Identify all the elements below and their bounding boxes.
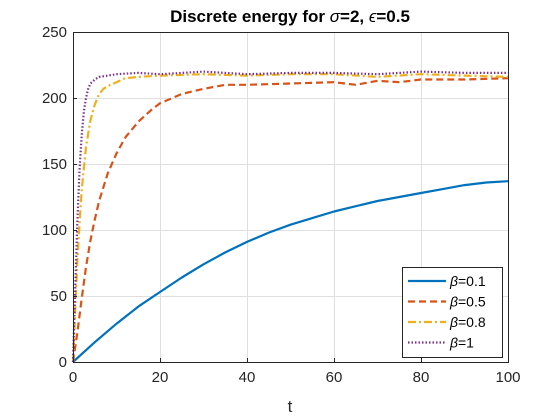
x-tick-label: 0 <box>69 369 77 386</box>
chart-title: Discrete energy for σ=2, ϵ=0.5 <box>170 7 410 26</box>
legend: β=0.1 β=0.5 β=0.8 β=1 <box>402 267 503 358</box>
y-tick-label: 200 <box>42 90 67 107</box>
series-line-4 <box>71 70 508 363</box>
series-line-1 <box>72 180 509 363</box>
x-axis-label: t <box>288 397 293 416</box>
x-tick-label: 80 <box>413 369 430 386</box>
axes-box <box>73 32 509 363</box>
x-tick-label: 100 <box>495 369 520 386</box>
x-tick-label: 60 <box>326 369 343 386</box>
legend-label: β=0.5 <box>449 294 486 310</box>
y-tick-label: 250 <box>42 24 67 41</box>
y-tick-label: 150 <box>42 156 67 173</box>
x-tick-label: 20 <box>152 369 169 386</box>
x-tick-label: 40 <box>239 369 256 386</box>
legend-label: β=1 <box>449 335 474 351</box>
series-line-2 <box>71 77 509 363</box>
y-tick-label: 100 <box>42 222 67 239</box>
y-tick-label: 0 <box>59 354 67 371</box>
series-layer <box>71 70 509 363</box>
y-tick-label: 50 <box>50 288 67 305</box>
series-line-3 <box>71 73 509 363</box>
ticks: 0 20 40 60 80 100 0 50 100 150 200 250 <box>42 24 521 386</box>
legend-label: β=0.8 <box>449 314 486 330</box>
legend-label: β=0.1 <box>449 273 486 289</box>
